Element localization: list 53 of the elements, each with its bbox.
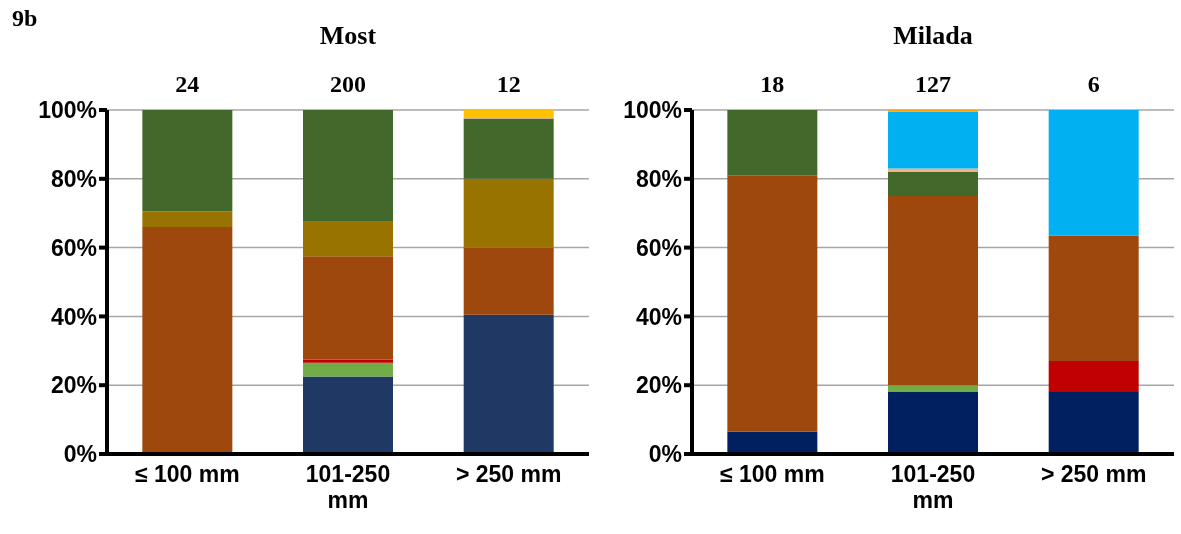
bar <box>888 392 979 454</box>
x-tick-label: 101-250 mm <box>305 461 391 513</box>
bar <box>463 314 554 454</box>
text: 12 <box>496 71 521 97</box>
y-tick-label: 40% <box>635 303 682 330</box>
bar <box>463 118 554 179</box>
text: 200 <box>330 71 366 97</box>
text: 9b <box>12 5 38 31</box>
bar <box>303 221 394 257</box>
bar <box>463 247 554 315</box>
bar <box>142 110 233 212</box>
bar <box>303 376 394 454</box>
text: 18 <box>760 71 785 97</box>
bar <box>888 111 979 169</box>
x-tick-label: ≤ 100 mm <box>134 461 240 487</box>
bar <box>303 110 394 222</box>
bar <box>888 385 979 393</box>
bar <box>463 178 554 248</box>
x-tick-label: > 250 mm <box>455 461 562 487</box>
x-tick-label: > 250 mm <box>1040 461 1147 487</box>
chart-title: Milada <box>893 21 973 50</box>
bar <box>1048 110 1139 236</box>
y-tick-label: 0% <box>648 441 682 468</box>
y-tick-label: 80% <box>635 165 682 192</box>
y-tick-label: 0% <box>63 441 97 468</box>
y-tick-label: 40% <box>50 303 97 330</box>
chart-title: Most <box>319 21 377 50</box>
y-tick-label: 80% <box>50 165 97 192</box>
bar <box>888 171 979 196</box>
bar <box>727 110 818 176</box>
bar <box>888 196 979 386</box>
bar <box>303 359 394 363</box>
bar <box>1048 361 1139 393</box>
bar <box>303 256 394 360</box>
bar <box>1048 235 1139 362</box>
y-tick-label: 100% <box>623 97 682 124</box>
x-tick-label: 101-250 mm <box>890 461 976 513</box>
bar <box>888 168 979 172</box>
y-tick-label: 100% <box>38 97 97 124</box>
y-tick-label: 20% <box>635 372 682 399</box>
bar <box>463 110 554 117</box>
bar <box>303 362 394 377</box>
y-tick-label: 20% <box>50 372 97 399</box>
bar <box>727 175 818 432</box>
bar <box>142 226 233 454</box>
bar <box>1048 392 1139 454</box>
text: 127 <box>915 71 951 97</box>
x-tick-label: ≤ 100 mm <box>719 461 825 487</box>
bar <box>142 211 233 227</box>
text: 24 <box>175 71 200 97</box>
y-tick-label: 60% <box>50 234 97 261</box>
text: 6 <box>1087 71 1100 97</box>
y-tick-label: 60% <box>635 234 682 261</box>
